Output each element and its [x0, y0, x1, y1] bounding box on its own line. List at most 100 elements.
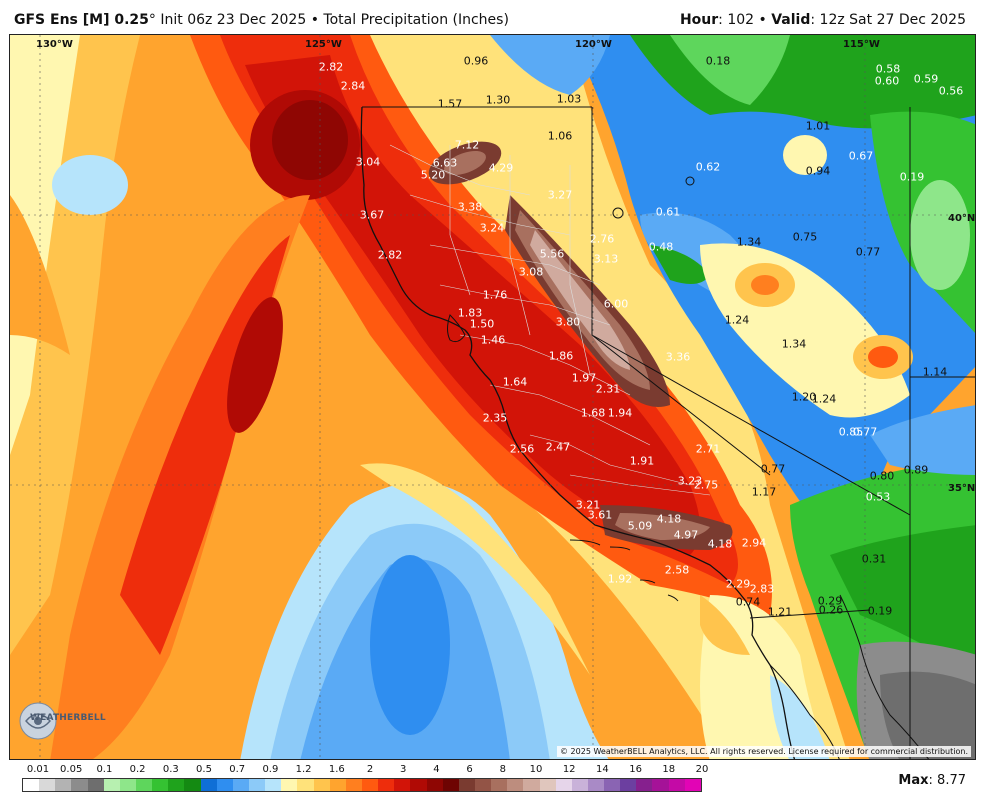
precip-value: 1.57	[437, 97, 463, 111]
max-number: 8.77	[937, 773, 966, 788]
legend-swatch	[636, 779, 653, 791]
legend-swatch	[119, 779, 136, 791]
legend-label: 0.3	[162, 764, 179, 775]
legend-label: 1.2	[295, 764, 312, 775]
precip-value: 2.35	[482, 411, 508, 425]
precip-value: 0.77	[852, 425, 878, 439]
precip-value: 1.91	[629, 454, 655, 468]
precip-value: 3.08	[518, 265, 544, 279]
legend-swatch	[410, 779, 427, 791]
precip-value: 2.31	[595, 382, 621, 396]
lat-lon-label: 115°W	[843, 39, 880, 50]
legend-label: 0.5	[196, 764, 212, 775]
precip-value: 0.77	[760, 462, 786, 476]
legend-label: 20	[695, 764, 709, 775]
precip-value: 0.89	[903, 463, 929, 477]
legend-swatch	[394, 779, 411, 791]
legend-swatch	[378, 779, 395, 791]
title-separator: •	[310, 12, 319, 28]
legend-label: 10	[529, 764, 543, 775]
precip-value: 4.18	[656, 512, 682, 526]
legend-swatch	[168, 779, 185, 791]
valid-value: 12z Sat 27 Dec 2025	[819, 12, 966, 28]
precip-value: 0.26	[818, 603, 844, 617]
legend-swatch	[265, 779, 282, 791]
legend-label: 0.7	[229, 764, 246, 775]
precip-value: 2.29	[725, 577, 751, 591]
precip-value: 2.84	[340, 79, 366, 93]
legend-swatch	[135, 779, 153, 791]
valid-label: Valid	[771, 12, 811, 28]
lat-lon-label: 130°W	[36, 39, 73, 50]
precip-value: 1.03	[556, 92, 582, 106]
precip-value: 1.01	[805, 119, 831, 133]
precip-value: 3.36	[665, 350, 691, 364]
precip-value: 3.67	[359, 208, 385, 222]
legend-swatch	[152, 779, 169, 791]
precip-value: 6.00	[603, 297, 629, 311]
precip-value: 0.19	[899, 170, 925, 184]
legend-label: 0.01	[26, 764, 50, 775]
map-title: GFS Ens [M] 0.25° Init 06z 23 Dec 2025 •…	[14, 12, 509, 28]
precip-value: 1.17	[751, 485, 777, 499]
map-header: GFS Ens [M] 0.25° Init 06z 23 Dec 2025 •…	[0, 0, 984, 34]
precip-value: 0.94	[805, 164, 831, 178]
precip-value: 2.83	[749, 582, 775, 596]
legend-swatch	[248, 779, 266, 791]
legend-label: 6	[466, 764, 473, 775]
legend-swatch	[668, 779, 685, 791]
legend-swatch	[620, 779, 637, 791]
color-legend: 0.01 0.05 0.1 0.2 0.3 0.5 0.7 0.9 1.2 1.6 2 3 4 6 8 10 1…	[22, 764, 708, 794]
legend-label: 12	[562, 764, 576, 775]
precip-value: 0.48	[648, 240, 674, 254]
precip-value: 1.06	[547, 129, 573, 143]
precip-value: 1.83	[457, 306, 483, 320]
precip-value: 3.04	[355, 155, 381, 169]
precip-value: 6.63	[432, 156, 458, 170]
precip-value: 0.75	[792, 230, 818, 244]
precip-value: 1.24	[724, 313, 750, 327]
precip-value: 0.96	[463, 54, 489, 68]
product-name: Total Precipitation (Inches)	[323, 12, 509, 28]
legend-swatch	[55, 779, 72, 791]
legend-swatch	[39, 779, 56, 791]
legend-swatch	[329, 779, 346, 791]
legend-swatch	[313, 779, 330, 791]
precip-value: 0.56	[938, 84, 964, 98]
legend-swatch	[345, 779, 362, 791]
precip-value: 2.82	[318, 60, 344, 74]
precip-value: 2.58	[664, 563, 690, 577]
precip-value: 0.61	[655, 205, 681, 219]
precip-value: 5.20	[420, 168, 446, 182]
legend-label: 0.2	[129, 764, 146, 775]
precip-value: 1.21	[767, 605, 793, 619]
precip-value: 3.21	[575, 498, 601, 512]
legend-label: 0.05	[60, 764, 83, 775]
legend-swatch	[297, 779, 314, 791]
legend-label: 18	[662, 764, 676, 775]
precip-value: 0.58	[875, 62, 901, 76]
precip-value: 2.75	[693, 478, 719, 492]
legend-swatch	[87, 779, 104, 791]
lat-lon-label: 125°W	[305, 39, 342, 50]
precip-value: 1.20	[791, 390, 817, 404]
legend-swatch	[361, 779, 379, 791]
legend-label: 14	[596, 764, 609, 775]
precip-value: 2.71	[695, 442, 721, 456]
precip-value: 1.86	[548, 349, 574, 363]
legend-color-bar	[22, 778, 702, 792]
legend-swatch	[458, 779, 475, 791]
precip-value: 3.80	[555, 315, 581, 329]
precip-value: 0.19	[867, 604, 893, 618]
precip-value: 1.46	[480, 333, 506, 347]
legend-swatch	[523, 779, 540, 791]
legend-swatch	[442, 779, 459, 791]
precip-value: 1.97	[571, 371, 597, 385]
hour-value: 102	[727, 12, 755, 28]
precipitation-map: 130°W 125°W 120°W 115°W 40°N 35°N 2.82 2.84 0.9…	[9, 34, 976, 760]
legend-swatch	[684, 779, 701, 791]
precip-value: 1.14	[922, 365, 948, 379]
precip-value: 1.30	[485, 93, 511, 107]
precip-value: 1.24	[811, 392, 837, 406]
legend-label: 16	[629, 764, 642, 775]
